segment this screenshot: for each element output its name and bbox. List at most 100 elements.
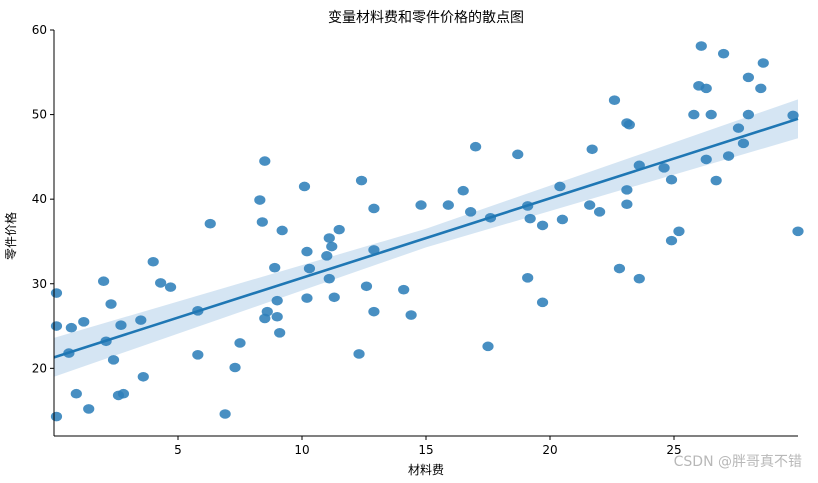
scatter-point xyxy=(737,138,750,149)
scatter-point xyxy=(554,181,566,192)
scatter-point xyxy=(50,288,63,298)
x-tick-label: 20 xyxy=(542,443,557,457)
y-axis-ticks: 20 30 40 50 60 xyxy=(32,23,54,375)
scatter-point xyxy=(673,226,685,237)
x-axis-ticks: 5 10 15 20 25 xyxy=(174,436,682,457)
y-axis-label: 零件价格 xyxy=(3,212,18,260)
scatter-point xyxy=(665,235,678,246)
y-tick-label: 50 xyxy=(32,108,47,122)
scatter-point xyxy=(298,181,311,192)
scatter-point xyxy=(259,156,271,166)
x-axis-label: 材料费 xyxy=(408,463,444,477)
scatter-point xyxy=(135,315,147,325)
scatter-point xyxy=(405,310,417,320)
scatter-point xyxy=(219,409,231,419)
scatter-point xyxy=(303,263,316,274)
scatter-point xyxy=(117,388,130,399)
scatter-point xyxy=(710,175,722,186)
scatter-point xyxy=(442,200,454,210)
scatter-point xyxy=(398,284,410,295)
scatter-point xyxy=(608,95,621,106)
scatter-point xyxy=(204,218,216,229)
scatter-point xyxy=(742,72,755,83)
scatter-point xyxy=(512,149,524,160)
scatter-point xyxy=(254,195,266,205)
scatter-point xyxy=(137,371,149,382)
scatter-point xyxy=(718,48,730,59)
scatter-point xyxy=(621,185,633,195)
scatter-point xyxy=(742,109,755,120)
scatter-point xyxy=(323,273,335,284)
scatter-point xyxy=(586,144,598,155)
data-points xyxy=(50,41,804,422)
scatter-point xyxy=(700,83,712,94)
scatter-point xyxy=(584,200,596,210)
scatter-point xyxy=(274,328,286,338)
scatter-point xyxy=(415,200,427,210)
scatter-point xyxy=(269,262,281,273)
scatter-point xyxy=(105,299,117,309)
scatter-point xyxy=(536,297,549,308)
scatter-point xyxy=(271,311,283,322)
scatter-point xyxy=(147,256,159,267)
scatter-point xyxy=(78,317,90,327)
scatter-point xyxy=(688,109,700,120)
scatter-point xyxy=(613,263,626,274)
scatter-point xyxy=(234,338,246,348)
scatter-point xyxy=(271,295,283,306)
scatter-point xyxy=(229,362,241,373)
scatter-point xyxy=(301,246,313,257)
scatter-point xyxy=(50,411,63,422)
scatter-point xyxy=(732,123,745,133)
scatter-point xyxy=(98,276,110,287)
scatter-point xyxy=(83,404,95,414)
scatter-point xyxy=(328,292,340,303)
scatter-point xyxy=(457,185,469,196)
scatter-point xyxy=(107,355,120,365)
scatter-point xyxy=(700,154,712,165)
scatter-point xyxy=(65,322,77,333)
x-tick-label: 5 xyxy=(174,443,182,457)
scatter-point xyxy=(192,350,204,360)
y-tick-label: 30 xyxy=(32,277,47,291)
scatter-point xyxy=(755,83,767,94)
scatter-point xyxy=(695,41,707,51)
scatter-point xyxy=(50,321,63,331)
csdn-watermark: CSDN @胖哥真不错 xyxy=(673,454,802,470)
scatter-point xyxy=(70,388,82,399)
scatter-point xyxy=(355,175,368,186)
scatter-point xyxy=(482,341,494,352)
scatter-point xyxy=(524,213,536,224)
scatter-point xyxy=(705,109,717,120)
x-tick-label: 25 xyxy=(666,443,681,457)
scatter-point xyxy=(321,251,333,261)
scatter-point xyxy=(623,119,635,130)
x-tick-label: 10 xyxy=(294,443,309,457)
scatter-point xyxy=(658,163,670,173)
scatter-point xyxy=(368,245,380,255)
scatter-point xyxy=(722,151,735,161)
y-tick-label: 60 xyxy=(32,23,47,37)
scatter-point xyxy=(323,233,335,243)
scatter-point xyxy=(333,224,345,235)
y-tick-label: 40 xyxy=(32,192,47,206)
scatter-point xyxy=(256,217,268,227)
scatter-point xyxy=(353,349,365,359)
scatter-point xyxy=(301,293,313,303)
scatter-point xyxy=(276,225,288,236)
scatter-point xyxy=(164,282,177,292)
x-tick-label: 15 xyxy=(418,443,433,457)
scatter-point xyxy=(368,306,380,317)
scatter-point xyxy=(633,273,645,284)
scatter-point xyxy=(594,207,606,217)
scatter-point xyxy=(522,273,534,283)
scatter-point xyxy=(621,199,633,210)
chart-title: 变量材料费和零件价格的散点图 xyxy=(328,10,524,26)
scatter-point xyxy=(665,174,678,185)
scatter-point xyxy=(787,110,799,121)
scatter-point xyxy=(360,281,373,292)
scatter-point xyxy=(465,207,477,217)
scatter-point xyxy=(115,320,127,330)
scatter-point xyxy=(368,203,380,214)
